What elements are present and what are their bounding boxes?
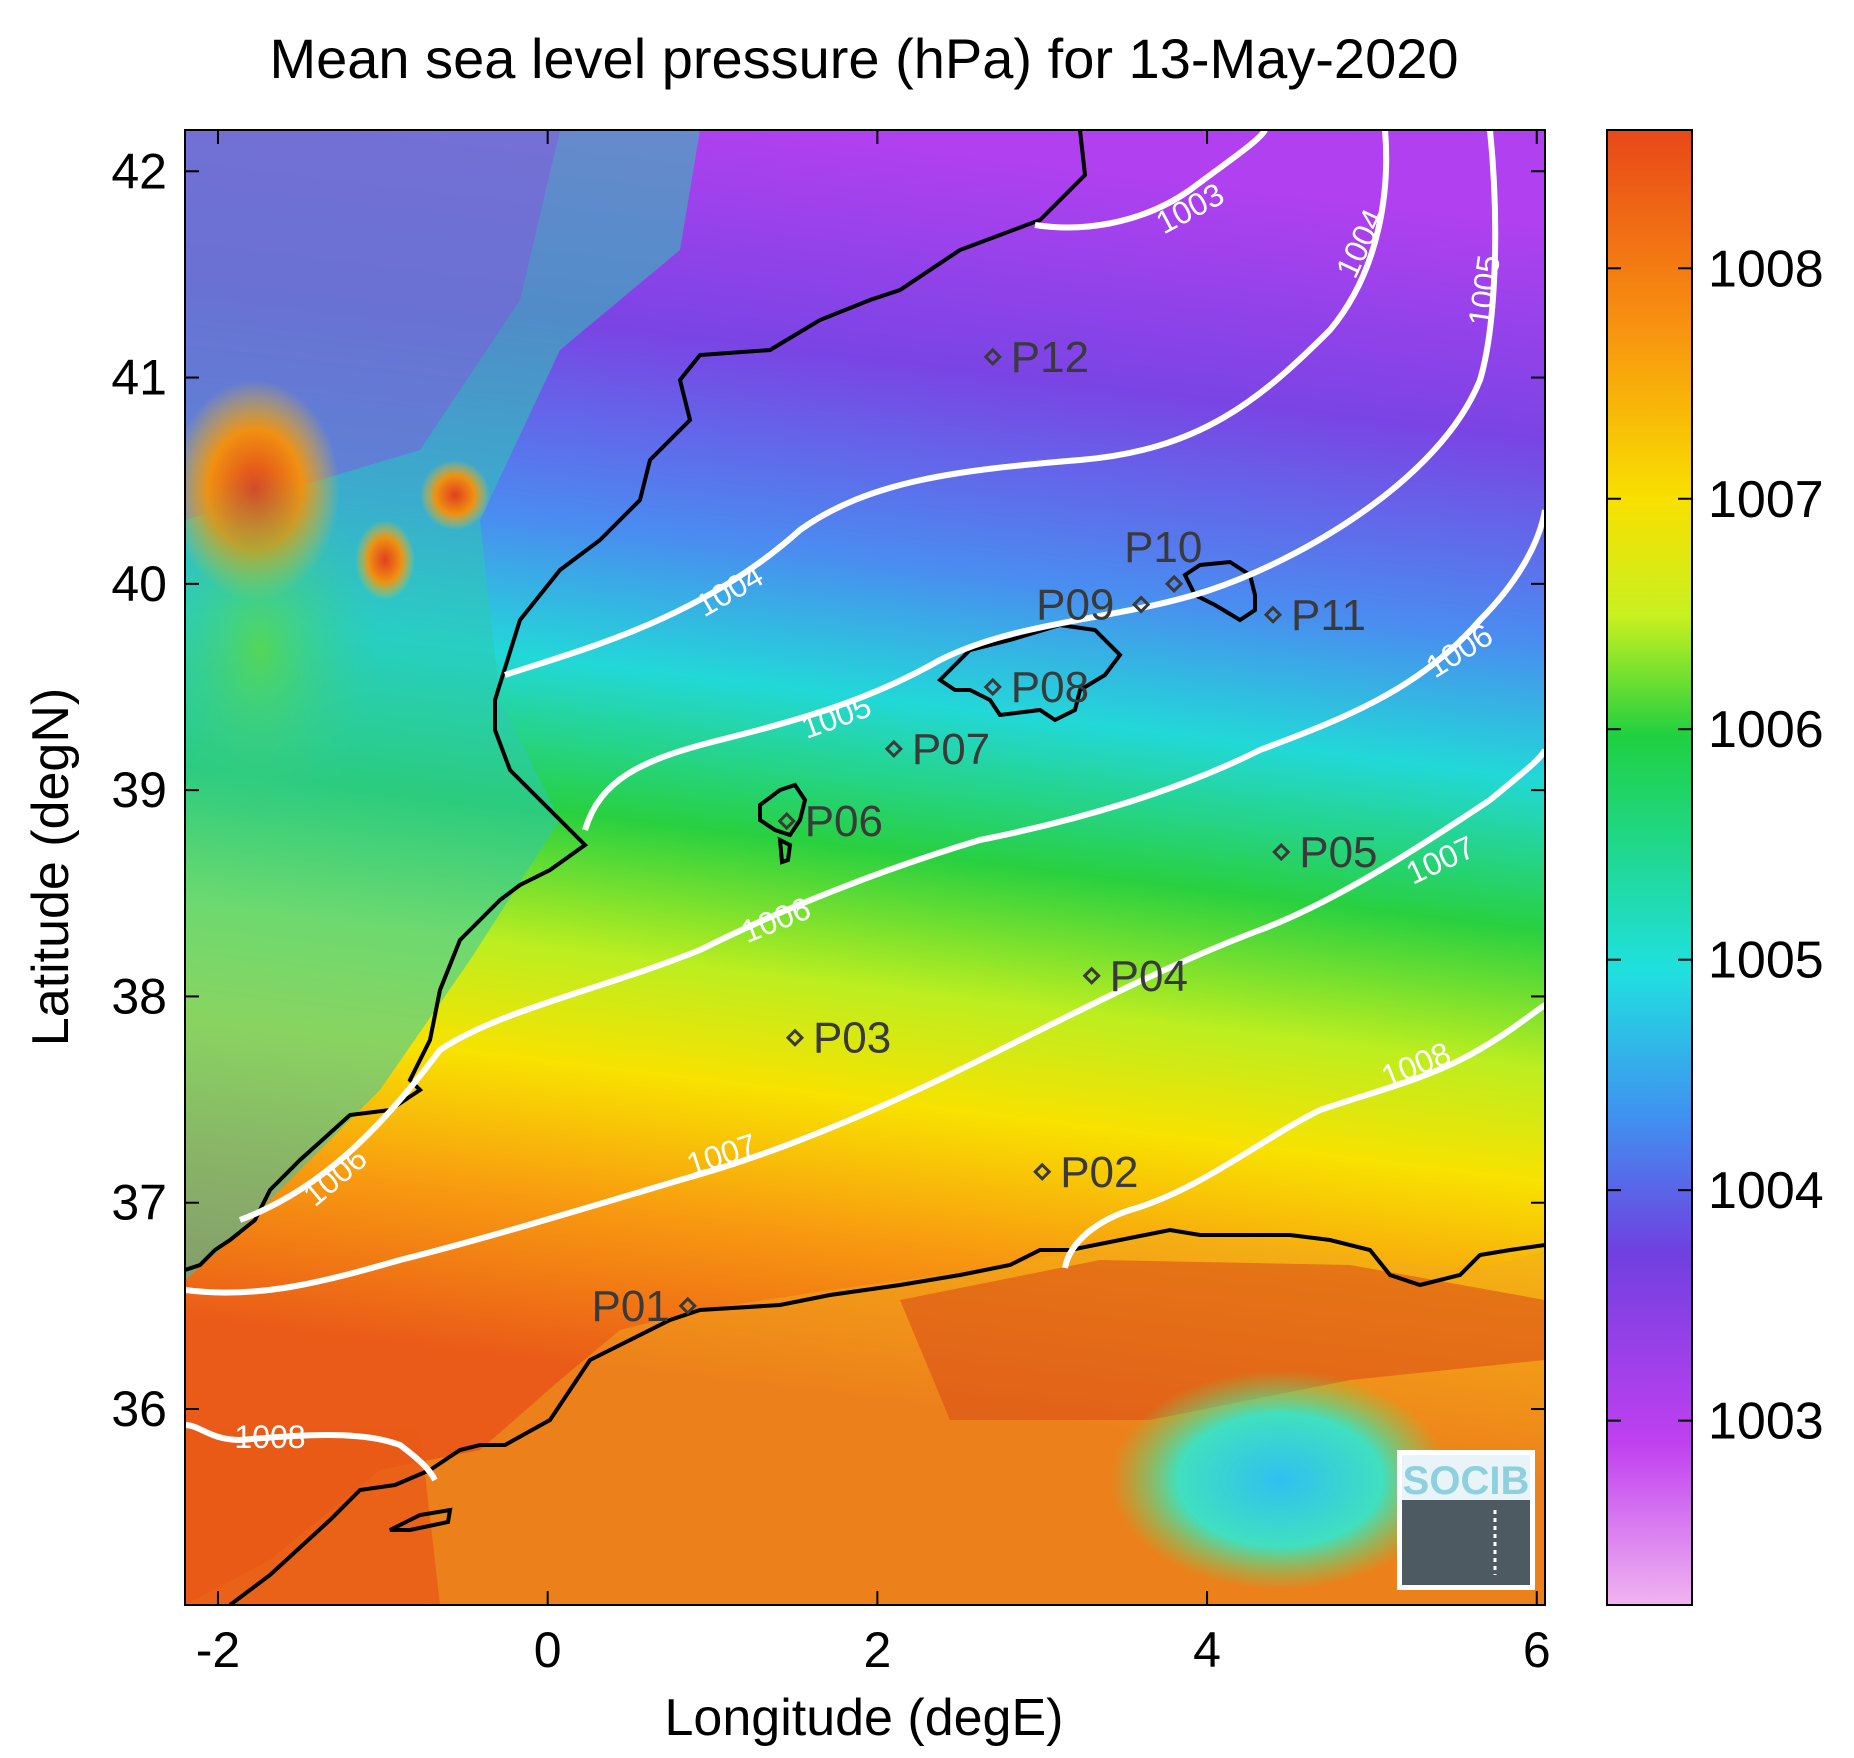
y-tick-label: 37: [111, 1175, 167, 1231]
station-label: P12: [1011, 333, 1089, 382]
x-tick-label: 2: [863, 1622, 891, 1678]
logo-text: SOCIB: [1403, 1459, 1530, 1503]
station-label: P01: [591, 1282, 669, 1331]
station-marker: [1263, 605, 1283, 624]
station-label: P07: [912, 725, 990, 774]
station-marker: [1082, 966, 1101, 985]
isobar-1007: [185, 748, 1545, 1296]
y-tick-label: 39: [111, 762, 167, 818]
station-marker: [1131, 595, 1151, 614]
station-label: P04: [1110, 952, 1188, 1001]
station-label: P10: [1124, 523, 1202, 572]
colorbar-tick-label: 1005: [1708, 932, 1824, 990]
alboran-island-coastline: [389, 1507, 453, 1532]
x-axis: -2 0 2 4 6: [196, 130, 1551, 1678]
high-pressure-hotspot-2: [420, 460, 490, 530]
station-marker: [1033, 1162, 1052, 1181]
colorbar-tick-label: 1007: [1708, 471, 1824, 529]
isobar-1004: [504, 130, 1390, 678]
coastlines: [185, 130, 1545, 1605]
ibiza-coastline: [758, 782, 808, 865]
socib-logo: SOCIB: [1397, 1450, 1535, 1590]
isobar-1003: [1034, 130, 1268, 231]
x-tick-label: -2: [196, 1622, 240, 1678]
africa-low-area: [1110, 1370, 1450, 1590]
isobar-label-1008-west: 1008: [234, 1419, 305, 1455]
iberia-coastline: [185, 130, 1088, 1272]
isobar-1005: [582, 130, 1499, 831]
colorbar-ticks: 1003 1004 1005 1006 1007 1008: [1607, 240, 1824, 1451]
station-label: P09: [1036, 580, 1114, 629]
station-label: P08: [1011, 663, 1089, 712]
y-tick-label: 40: [111, 556, 167, 612]
station-marker: [884, 739, 903, 759]
station-marker: [983, 347, 1002, 367]
land-green-area: [185, 470, 380, 830]
y-tick-label: 41: [111, 350, 167, 406]
station-label: P06: [805, 797, 883, 846]
colorbar-tick-label: 1006: [1708, 701, 1824, 759]
y-tick-label: 42: [111, 143, 167, 199]
x-tick-label: 6: [1523, 1622, 1551, 1678]
station-marker: [678, 1296, 697, 1315]
station-label: P03: [813, 1014, 891, 1063]
menorca-coastline: [1182, 559, 1257, 623]
africa-high-band: [900, 1260, 1545, 1420]
y-axis-label: Latitude (degN): [22, 688, 80, 1046]
x-tick-label: 4: [1193, 1622, 1221, 1678]
station-marker: [1164, 574, 1184, 593]
station-label: P02: [1060, 1148, 1138, 1197]
x-tick-label: 0: [534, 1622, 562, 1678]
y-tick-label: 36: [111, 1381, 167, 1437]
colorbar-tick-label: 1008: [1708, 240, 1824, 298]
colorbar: [1606, 129, 1693, 1606]
colorbar-tick-label: 1003: [1708, 1393, 1824, 1451]
pressure-field: 1003 1004 1004 1005 1005 1006 1006 1006 …: [185, 130, 1545, 1605]
colorbar-tick-label: 1004: [1708, 1162, 1824, 1220]
chart-title: Mean sea level pressure (hPa) for 13-May…: [269, 27, 1458, 90]
southwest-high-area: [185, 1430, 440, 1605]
y-axis: 36 37 38 39 40 41 42: [111, 143, 1545, 1437]
y-tick-label: 38: [111, 968, 167, 1024]
station-marker: [983, 677, 1002, 697]
isobars: [185, 130, 1545, 1482]
plot-frame: [184, 129, 1546, 1606]
station-marker: [777, 811, 796, 831]
mallorca-coastline: [936, 622, 1123, 723]
x-axis-label: Longitude (degE): [665, 1689, 1064, 1747]
station-label: P11: [1291, 591, 1366, 640]
station-marker: [1272, 842, 1291, 862]
isobar-1008-east: [1062, 1002, 1545, 1269]
station-marker: [785, 1028, 805, 1047]
isobar-1006: [238, 509, 1545, 1223]
logo-top-band: [1402, 1455, 1530, 1500]
station-label: P05: [1299, 828, 1377, 877]
africa-coastline: [228, 1227, 1545, 1605]
isobar-1008-west: [185, 1422, 438, 1482]
